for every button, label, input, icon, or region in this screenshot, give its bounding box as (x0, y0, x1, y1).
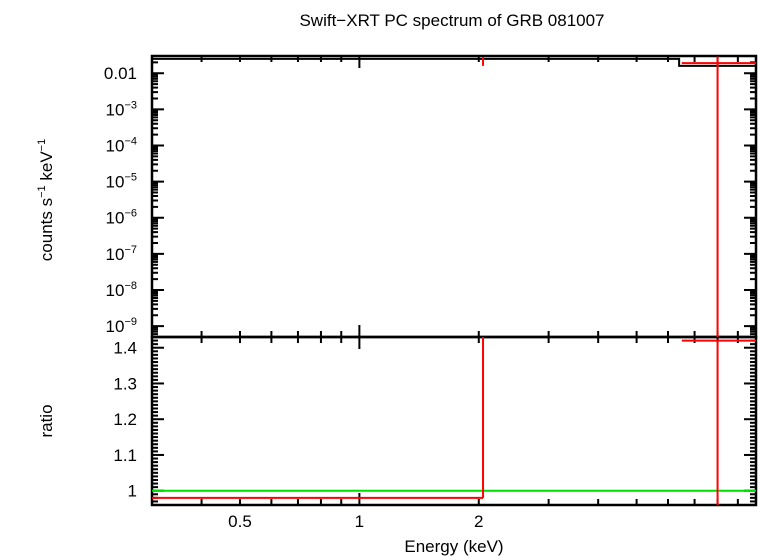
ratio-y-ticks (152, 339, 756, 503)
spectrum-data-points (482, 56, 756, 337)
ylabel-exp-1: −1 (36, 185, 48, 198)
x-tick-label: 1 (355, 512, 364, 531)
x-axis-label: Energy (keV) (404, 537, 503, 556)
y-tick-label: 10−8 (106, 280, 137, 300)
chart-title: Swift−XRT PC spectrum of GRB 081007 (299, 11, 604, 30)
spectrum-y-tick-labels: 0.01 10−3 10−4 10−5 10−6 10−7 10−8 10−9 (104, 64, 137, 336)
y-tick-label: 1 (128, 482, 137, 501)
x-tick-label: 0.5 (228, 512, 252, 531)
y-tick-label: 10−9 (106, 316, 137, 336)
y-tick-label: 0.01 (104, 64, 137, 83)
y-tick-label: 10−4 (106, 135, 137, 155)
y-tick-label: 10−6 (106, 208, 137, 228)
y-tick-label: 10−7 (106, 244, 137, 264)
ratio-y-axis-label: ratio (37, 404, 56, 437)
spectrum-y-ticks (152, 55, 756, 338)
ratio-panel (150, 335, 758, 507)
x-tick-label: 2 (474, 512, 483, 531)
y-tick-label: 1.3 (113, 374, 137, 393)
ylabel-part-1: counts s (37, 198, 56, 261)
y-tick-label: 1.2 (113, 410, 137, 429)
spectrum-panel (150, 54, 758, 339)
y-tick-label: 1.1 (113, 446, 137, 465)
ylabel-part-2: keV (37, 151, 56, 186)
ratio-frame (150, 335, 758, 507)
spectrum-frame (150, 54, 758, 339)
model-curve (152, 57, 756, 67)
ylabel-exp-2: −1 (36, 139, 48, 152)
y-tick-label: 10−3 (106, 99, 137, 119)
ratio-data-points (152, 337, 756, 505)
x-axis-tick-labels: 0.5 1 2 (228, 512, 483, 531)
spectrum-y-axis-label: counts s−1 keV−1 (36, 139, 56, 261)
y-tick-label: 10−5 (106, 172, 137, 192)
y-tick-label: 1.4 (113, 339, 137, 358)
x-axis-ticks (151, 56, 757, 505)
ratio-y-tick-labels: 1 1.1 1.2 1.3 1.4 (113, 339, 137, 501)
model-step-line (152, 57, 756, 67)
